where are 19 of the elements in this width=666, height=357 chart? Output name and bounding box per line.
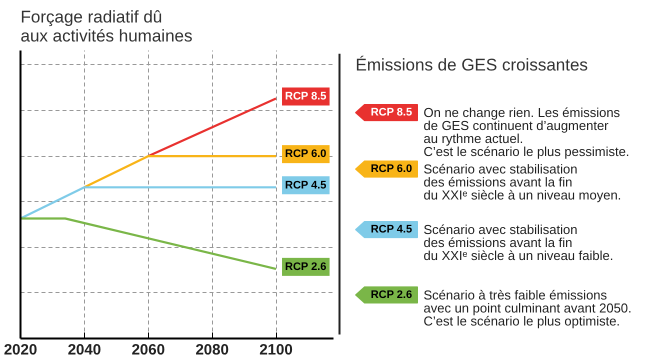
legend-title: Émissions de GES croissantes	[356, 56, 588, 75]
text: Scénario avec stabilisation des émissions avant la fin du XXIᵉ siècle à un niveau moyen.	[424, 162, 622, 202]
text: RCP 4.5	[370, 224, 412, 236]
series-label: RCP 8.5	[285, 90, 326, 102]
chart-title: Forçage radiatif dû aux activités humaines	[20, 8, 192, 46]
series-label: RCP 2.6	[285, 260, 326, 273]
x-tick-label: 2080	[195, 342, 229, 357]
text: Scénario à très faible émissions avec un point culminant avant 2050. C’est le scénario le plus optimiste.	[424, 287, 632, 328]
x-tick-label: 2040	[68, 342, 102, 357]
text: RCP 6.0	[370, 163, 412, 176]
text: Scénario avec stabilisation des émissions avant la fin du XXIᵉ siècle à un niveau faible.	[424, 222, 614, 263]
text: On ne change rien. Les émissions de GES continuent d’augmenter au rythme actuel. C’est le scénario le plus pessimiste.	[424, 105, 630, 159]
x-tick-label: 2060	[132, 342, 165, 357]
text: RCP 8.5	[370, 106, 412, 119]
text: RCP 2.6	[370, 288, 412, 301]
series-label: RCP 6.0	[285, 148, 326, 160]
x-tick-label: 2100	[259, 342, 293, 357]
series-label: RCP 4.5	[285, 179, 326, 192]
x-tick-label: 2020	[4, 342, 38, 357]
